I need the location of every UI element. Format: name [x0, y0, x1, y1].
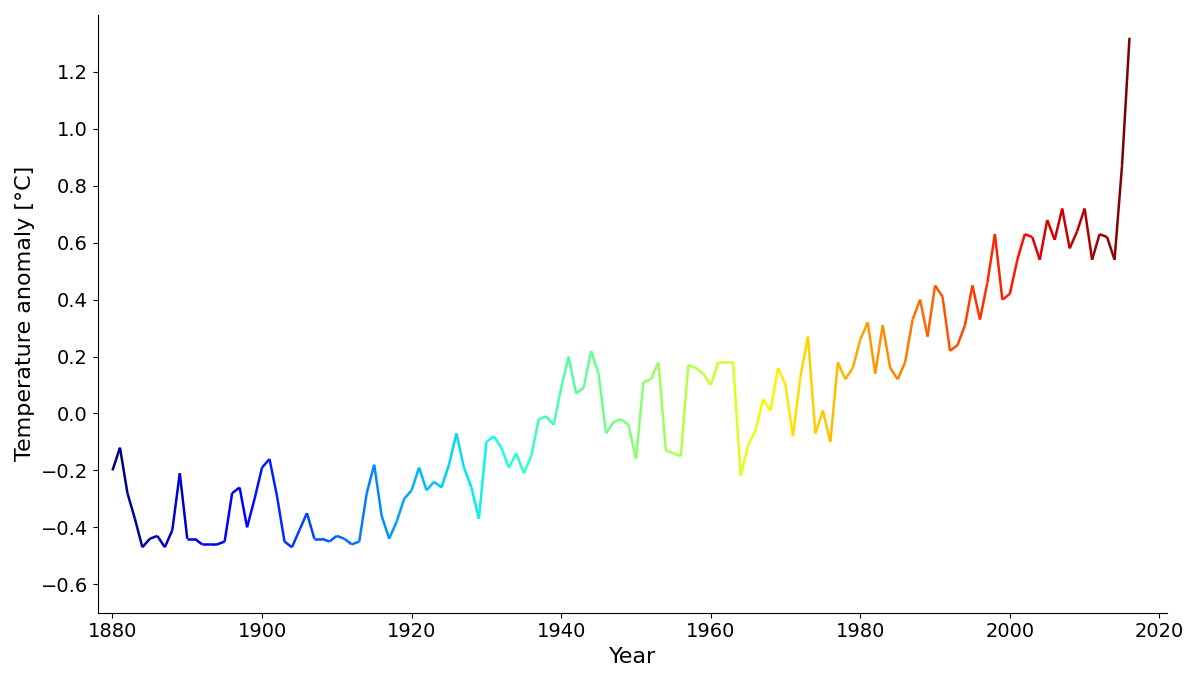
Y-axis label: Temperature anomaly [°C]: Temperature anomaly [°C]: [16, 166, 35, 462]
X-axis label: Year: Year: [608, 647, 656, 667]
